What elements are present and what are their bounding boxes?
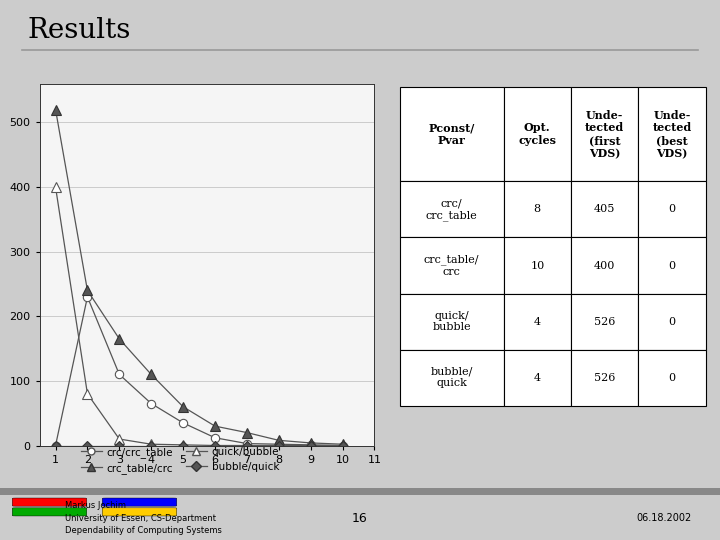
Text: 0: 0 (668, 316, 675, 327)
Bar (504, 238, 571, 294)
FancyBboxPatch shape (102, 498, 177, 506)
Bar (400, 349, 504, 406)
Text: Pconst/
Pvar: Pconst/ Pvar (428, 123, 474, 146)
Text: 0: 0 (668, 373, 675, 383)
Bar (504, 349, 571, 406)
Text: Results: Results (27, 17, 131, 44)
Legend: crc/crc_table, crc_table/crc, quick/bubble, bubble/quick: crc/crc_table, crc_table/crc, quick/bubb… (76, 443, 284, 478)
Bar (638, 87, 706, 181)
Bar (571, 238, 638, 294)
Text: Unde-
tected
(best
VDS): Unde- tected (best VDS) (652, 110, 692, 159)
Text: Markus Jochim: Markus Jochim (65, 502, 126, 510)
Text: 400: 400 (594, 260, 616, 271)
Bar (504, 294, 571, 349)
Text: Opt.
cycles: Opt. cycles (518, 123, 557, 146)
Text: 0: 0 (668, 260, 675, 271)
Text: 16: 16 (352, 512, 368, 525)
Bar (400, 238, 504, 294)
Bar (400, 181, 504, 238)
Text: 526: 526 (594, 316, 616, 327)
Bar (571, 349, 638, 406)
Bar (638, 181, 706, 238)
Text: 0: 0 (668, 205, 675, 214)
Bar (571, 87, 638, 181)
Text: 4: 4 (534, 373, 541, 383)
Bar (571, 181, 638, 238)
Text: crc_table/
crc: crc_table/ crc (424, 254, 480, 276)
Text: 10: 10 (530, 260, 544, 271)
Text: Unde-
tected
(first
VDS): Unde- tected (first VDS) (585, 110, 624, 159)
Text: quick/
bubble: quick/ bubble (432, 311, 471, 333)
Bar (638, 349, 706, 406)
Bar (400, 294, 504, 349)
Bar (504, 181, 571, 238)
Text: 405: 405 (594, 205, 616, 214)
Text: University of Essen, CS-Department: University of Essen, CS-Department (65, 514, 216, 523)
Text: Dependability of Computing Systems: Dependability of Computing Systems (65, 526, 222, 535)
Text: bubble/
quick: bubble/ quick (431, 367, 473, 388)
Bar (638, 294, 706, 349)
Text: 526: 526 (594, 373, 616, 383)
Text: crc/
crc_table: crc/ crc_table (426, 198, 477, 220)
Bar (400, 87, 504, 181)
Text: 06.18.2002: 06.18.2002 (636, 513, 691, 523)
FancyBboxPatch shape (102, 508, 177, 516)
FancyBboxPatch shape (12, 498, 86, 506)
Text: 8: 8 (534, 205, 541, 214)
Bar (504, 87, 571, 181)
Text: 4: 4 (534, 316, 541, 327)
Bar (0, 488, 720, 495)
FancyBboxPatch shape (12, 508, 86, 516)
Bar (571, 294, 638, 349)
Bar (638, 238, 706, 294)
